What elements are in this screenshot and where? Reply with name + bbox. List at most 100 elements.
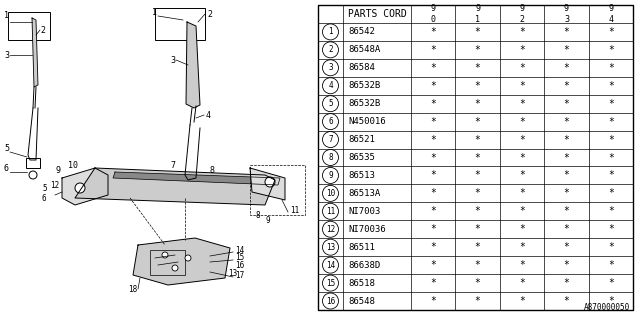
Polygon shape (75, 168, 275, 205)
Circle shape (323, 221, 339, 237)
Text: *: * (475, 296, 481, 306)
Text: *: * (519, 260, 525, 270)
Circle shape (323, 96, 339, 112)
Text: *: * (475, 116, 481, 127)
Text: *: * (430, 296, 436, 306)
Text: *: * (519, 81, 525, 91)
Circle shape (323, 257, 339, 273)
Text: 9: 9 (265, 215, 269, 225)
Circle shape (323, 203, 339, 219)
Circle shape (323, 185, 339, 201)
Text: *: * (475, 242, 481, 252)
Text: 9: 9 (56, 165, 61, 174)
Text: *: * (430, 63, 436, 73)
Text: 86548: 86548 (348, 297, 375, 306)
Text: 86532B: 86532B (348, 81, 380, 90)
Polygon shape (250, 168, 285, 200)
Text: 86584: 86584 (348, 63, 375, 72)
Text: *: * (563, 153, 570, 163)
Text: *: * (475, 171, 481, 180)
Text: *: * (608, 134, 614, 145)
Text: A870000050: A870000050 (584, 303, 630, 312)
Text: 86548A: 86548A (348, 45, 380, 54)
Text: 10: 10 (326, 189, 335, 198)
Circle shape (323, 60, 339, 76)
Text: *: * (475, 63, 481, 73)
Text: *: * (475, 27, 481, 37)
Text: *: * (608, 171, 614, 180)
Text: 86638D: 86638D (348, 261, 380, 270)
Circle shape (172, 265, 178, 271)
Text: 8: 8 (210, 165, 215, 174)
Text: 86513: 86513 (348, 171, 375, 180)
Text: *: * (563, 188, 570, 198)
Text: 5: 5 (328, 99, 333, 108)
Text: *: * (519, 27, 525, 37)
Text: *: * (519, 116, 525, 127)
Circle shape (323, 275, 339, 291)
Text: 18: 18 (128, 285, 137, 294)
Text: 5: 5 (4, 143, 9, 153)
Text: *: * (608, 224, 614, 234)
Text: *: * (519, 153, 525, 163)
Text: NI70036: NI70036 (348, 225, 386, 234)
Text: 1: 1 (328, 28, 333, 36)
Text: 8: 8 (255, 211, 260, 220)
Text: 86518: 86518 (348, 279, 375, 288)
Text: *: * (608, 81, 614, 91)
Text: 9: 9 (328, 171, 333, 180)
Text: *: * (475, 206, 481, 216)
Text: 86521: 86521 (348, 135, 375, 144)
Text: N450016: N450016 (348, 117, 386, 126)
Text: *: * (519, 206, 525, 216)
Text: *: * (430, 45, 436, 55)
Text: 86511: 86511 (348, 243, 375, 252)
Circle shape (75, 183, 85, 193)
Text: *: * (430, 171, 436, 180)
Polygon shape (32, 18, 38, 87)
Text: *: * (430, 278, 436, 288)
Text: *: * (519, 188, 525, 198)
Text: *: * (475, 224, 481, 234)
Bar (318, 5, 633, 310)
Text: *: * (563, 206, 570, 216)
Text: *: * (608, 153, 614, 163)
Text: 3: 3 (170, 55, 175, 65)
Text: 6: 6 (42, 194, 47, 203)
Text: 8: 8 (328, 153, 333, 162)
Text: 5: 5 (42, 183, 47, 193)
Polygon shape (62, 168, 108, 205)
Text: *: * (475, 188, 481, 198)
Text: *: * (519, 171, 525, 180)
Text: 9
4: 9 4 (608, 4, 613, 24)
Text: *: * (430, 153, 436, 163)
Text: 15: 15 (235, 253, 244, 262)
Text: *: * (475, 260, 481, 270)
Text: *: * (519, 224, 525, 234)
Text: *: * (563, 278, 570, 288)
Circle shape (323, 239, 339, 255)
Text: 11: 11 (326, 207, 335, 216)
Circle shape (323, 149, 339, 165)
Text: 86535: 86535 (348, 153, 375, 162)
Text: *: * (519, 63, 525, 73)
Text: 14: 14 (326, 261, 335, 270)
Text: *: * (563, 296, 570, 306)
Text: 86513A: 86513A (348, 189, 380, 198)
Text: 2: 2 (328, 45, 333, 54)
Text: NI7003: NI7003 (348, 207, 380, 216)
Text: 14: 14 (235, 245, 244, 254)
Text: *: * (475, 134, 481, 145)
Text: *: * (608, 99, 614, 109)
Text: *: * (608, 63, 614, 73)
Text: 16: 16 (326, 297, 335, 306)
Text: 6: 6 (328, 117, 333, 126)
Circle shape (162, 252, 168, 258)
Text: 9
2: 9 2 (520, 4, 525, 24)
Text: 3: 3 (4, 51, 9, 60)
Text: *: * (475, 99, 481, 109)
Circle shape (265, 177, 275, 187)
Polygon shape (113, 172, 280, 185)
Text: 16: 16 (235, 261, 244, 270)
Text: 1: 1 (4, 11, 9, 20)
